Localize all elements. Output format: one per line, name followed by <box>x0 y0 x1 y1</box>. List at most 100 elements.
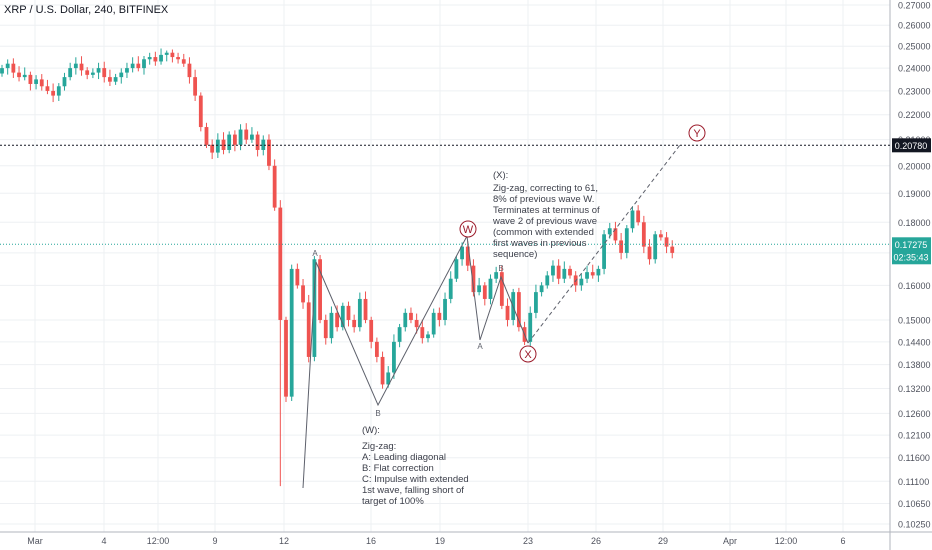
candle-body <box>624 228 629 253</box>
candle-body <box>73 63 78 69</box>
time-tick-label: 26 <box>591 536 601 546</box>
candle-body <box>494 272 499 279</box>
candle-body <box>392 341 396 373</box>
candle-body <box>562 268 567 279</box>
candle-body <box>585 272 589 279</box>
candle-body <box>34 79 38 84</box>
candle-body <box>113 77 118 82</box>
price-tick-label: 0.10650 <box>898 499 931 509</box>
price-tick-label: 0.26000 <box>898 21 931 31</box>
wave-x-note: Zig-zag, correcting to 61, 8% of previou… <box>493 183 600 260</box>
price-tick-label: 0.25000 <box>898 42 931 52</box>
price-tick-label: 0.10250 <box>898 520 931 530</box>
price-tick-label: 0.16000 <box>898 281 931 291</box>
candle-body <box>482 285 487 299</box>
candle-body <box>295 268 300 286</box>
current-price-label: 0.17275 <box>895 240 928 250</box>
wave-x-note-title: (X): <box>493 170 509 181</box>
time-tick-label: 16 <box>366 536 376 546</box>
price-tick-label: 0.11100 <box>898 477 929 487</box>
candle-body <box>658 234 663 238</box>
candle-body <box>488 278 493 299</box>
candle-body <box>335 312 340 328</box>
candle-body <box>181 59 186 64</box>
candle-body <box>17 72 21 78</box>
candle-body <box>630 210 635 229</box>
candle-body <box>232 134 237 145</box>
candle-body <box>534 292 538 313</box>
price-tick-label: 0.19000 <box>898 189 931 199</box>
candle-body <box>39 79 44 87</box>
candle-body <box>318 259 322 320</box>
price-tick-label: 0.24000 <box>898 64 931 74</box>
candle-body <box>164 52 169 55</box>
candle-body <box>210 144 215 153</box>
candle-body <box>5 63 10 69</box>
wave-label-b1: B <box>375 409 380 418</box>
candle-body <box>130 63 135 69</box>
candle-body <box>454 259 459 279</box>
candle-body <box>289 268 294 397</box>
time-tick-label: Apr <box>723 536 737 546</box>
wave-x-label: X <box>524 349 532 361</box>
candle-body <box>460 246 464 260</box>
candle-body <box>306 302 311 357</box>
candle-body <box>56 86 61 96</box>
candles <box>0 48 675 487</box>
candle-body <box>403 312 408 328</box>
wave-label-b2: B <box>498 264 503 273</box>
price-tick-label: 0.23000 <box>898 86 931 96</box>
current-price-tag <box>892 237 931 265</box>
candle-body <box>329 312 334 339</box>
candle-body <box>227 134 232 150</box>
candle-body <box>62 77 67 87</box>
candle-body <box>369 319 374 342</box>
candle-body <box>176 57 180 60</box>
candle-body <box>193 77 198 96</box>
candle-body <box>204 127 209 145</box>
wave-w-label: W <box>463 224 474 236</box>
candle-body <box>96 68 101 73</box>
candle-body <box>414 319 419 328</box>
time-tick-label: 23 <box>523 536 533 546</box>
candle-body <box>448 278 453 299</box>
candle-body <box>380 356 385 385</box>
candle-body <box>556 265 561 279</box>
countdown-label: 02:35:43 <box>893 252 928 262</box>
candle-body <box>255 134 260 150</box>
price-tick-label: 0.22000 <box>898 110 931 120</box>
candle-body <box>102 68 107 78</box>
candle-body <box>409 312 413 320</box>
candle-body <box>602 234 606 269</box>
candle-body <box>153 57 158 62</box>
candle-body <box>340 305 345 328</box>
price-tick-label: 0.13200 <box>898 384 931 394</box>
time-tick-label: 12:00 <box>147 536 170 546</box>
candle-body <box>397 327 402 342</box>
candle-body <box>528 312 533 342</box>
candle-body <box>68 68 73 78</box>
candle-body <box>215 139 220 153</box>
wave-w-note-title: (W): <box>362 425 380 436</box>
candle-body <box>357 298 362 328</box>
candle-body <box>267 139 271 166</box>
wave-annotations: W X Y A B A B <box>302 124 706 489</box>
candle-body <box>579 278 584 286</box>
candle-body <box>22 74 27 78</box>
wave-label-a2: A <box>477 342 483 351</box>
candle-body <box>607 228 612 235</box>
price-tick-label: 0.13800 <box>898 360 931 370</box>
price-tick-label: 0.14400 <box>898 337 931 347</box>
wave-x-circle <box>519 345 537 363</box>
candle-body <box>198 95 203 128</box>
candle-body <box>426 334 430 339</box>
price-tick-label: 0.12600 <box>898 409 931 419</box>
time-tick-label: 6 <box>840 536 845 546</box>
candle-body <box>539 285 544 293</box>
candle-body <box>477 285 482 293</box>
price-tick-label: 0.15000 <box>898 315 931 325</box>
candle-body <box>471 265 476 293</box>
price-tick-label: 0.18000 <box>898 218 931 228</box>
